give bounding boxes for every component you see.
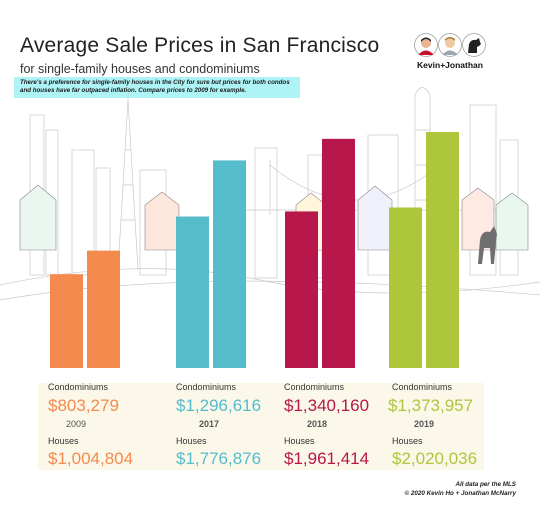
condo-value-2018: $1,340,160 <box>284 396 370 415</box>
bar-house-2018 <box>322 138 355 368</box>
price-bar-chart <box>0 87 540 368</box>
bar-house-2019 <box>426 132 459 368</box>
house-label-2018: Houses <box>284 436 315 446</box>
bar-condo-2019 <box>389 207 422 368</box>
dog-avatar-icon <box>462 33 486 57</box>
house-value-2019: $2,020,036 <box>392 449 478 468</box>
house-label-2017: Houses <box>176 436 207 446</box>
jonathan-avatar-icon <box>438 33 462 57</box>
year-label-2009: 2009 <box>66 419 87 429</box>
house-label-2019: Houses <box>392 436 423 446</box>
condo-label-2009: Condominiums <box>48 382 109 392</box>
condo-label-2017: Condominiums <box>176 382 237 392</box>
year-label-2018: 2018 <box>307 419 328 429</box>
house-label-2009: Houses <box>48 436 79 446</box>
condo-value-2017: $1,296,616 <box>176 396 262 415</box>
intro-note: There's a preference for single-family h… <box>14 77 300 98</box>
kevin-avatar-icon <box>414 33 438 57</box>
house-value-2018: $1,961,414 <box>284 449 370 468</box>
dog-icon <box>478 226 497 264</box>
condo-label-2018: Condominiums <box>284 382 345 392</box>
bar-condo-2017 <box>176 216 209 368</box>
source-footer: All data per the MLS © 2020 Kevin Ho + J… <box>404 480 516 498</box>
condo-value-2009: $803,279 <box>48 396 119 415</box>
house-value-2009: $1,004,804 <box>48 449 134 468</box>
bar-house-2017 <box>213 160 246 368</box>
house-value-2017: $1,776,876 <box>176 449 262 468</box>
brand-logo: Kevin+Jonathan <box>410 33 490 73</box>
year-label-2017: 2017 <box>199 419 220 429</box>
condo-label-2019: Condominiums <box>392 382 453 392</box>
values-panel <box>38 383 484 470</box>
brand-label: Kevin+Jonathan <box>417 60 483 70</box>
bar-condo-2018 <box>285 211 318 368</box>
bars-group <box>50 132 459 368</box>
bar-house-2009 <box>87 250 120 368</box>
page-subtitle: for single-family houses and condominium… <box>20 62 260 76</box>
condo-value-2019: $1,373,957 <box>388 396 474 415</box>
bar-condo-2009 <box>50 274 83 368</box>
footer-source: All data per the MLS <box>455 481 516 488</box>
footer-copyright: © 2020 Kevin Ho + Jonathan McNarry <box>404 490 516 497</box>
page-title: Average Sale Prices in San Francisco <box>20 34 380 57</box>
year-label-2019: 2019 <box>414 419 435 429</box>
